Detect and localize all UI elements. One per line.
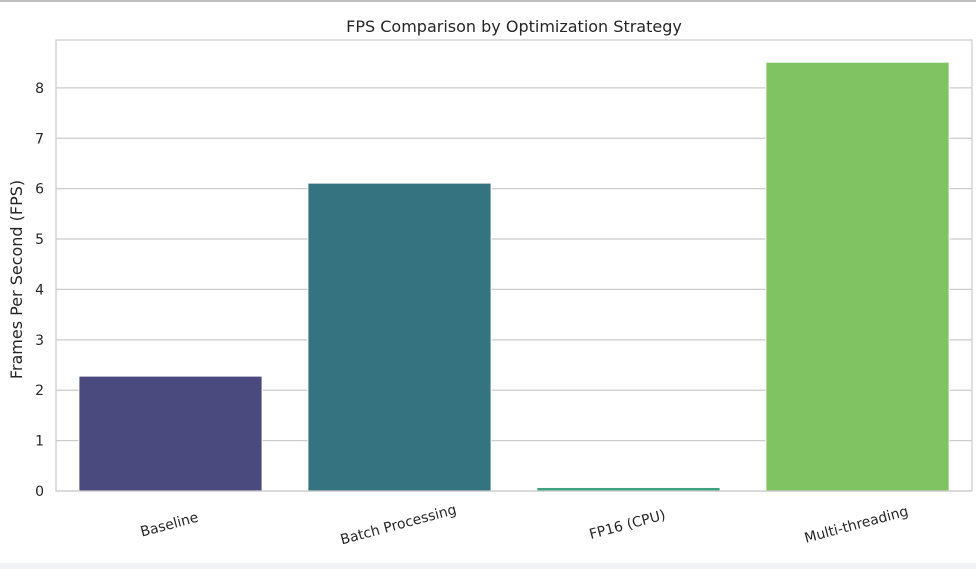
y-tick-label: 8 [35,81,44,97]
y-axis-label: Frames Per Second (FPS) [7,180,26,379]
x-tick-label: Multi-threading [803,504,910,547]
y-tick-label: 3 [35,333,44,349]
y-tick-label: 0 [35,484,44,500]
x-tick-label: FP16 (CPU) [588,507,668,543]
bar-multi-threading [765,61,950,492]
x-tick-label: Baseline [139,510,200,541]
bottom-strip [0,563,976,569]
y-tick-labels: 0 1 2 3 4 5 6 7 8 [35,81,44,500]
top-border-line [0,0,976,2]
y-tick-label: 4 [35,282,44,298]
y-tick-label: 2 [35,383,44,399]
bar-baseline [78,375,263,492]
y-tick-label: 7 [35,131,44,147]
chart-title: FPS Comparison by Optimization Strategy [346,17,682,36]
bar-batch-processing [307,182,492,492]
y-tick-label: 6 [35,182,44,198]
bars [78,61,950,492]
x-tick-labels: Baseline Batch Processing FP16 (CPU) Multi-… [139,502,910,548]
y-tick-label: 5 [35,232,44,248]
y-tick-label: 1 [35,434,44,450]
plot-frame [55,39,973,492]
x-tick-label: Batch Processing [339,502,459,548]
